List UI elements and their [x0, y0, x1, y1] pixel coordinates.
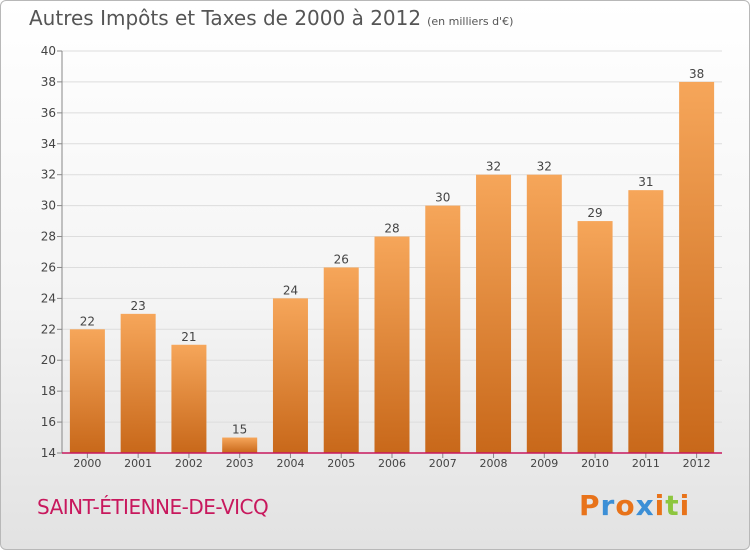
bar	[628, 190, 664, 453]
y-tick-label: 36	[41, 106, 56, 120]
bar	[272, 298, 308, 453]
y-tick-label: 24	[41, 291, 56, 305]
chart-title: Autres Impôts et Taxes de 2000 à 2012 (en…	[29, 6, 514, 30]
data-label: 22	[80, 314, 95, 328]
y-tick-label: 16	[41, 415, 56, 429]
data-label: 31	[638, 175, 653, 189]
data-label: 24	[283, 283, 298, 297]
x-tick-label: 2001	[124, 457, 152, 470]
commune-name: SAINT-ÉTIENNE-DE-VICQ	[37, 495, 269, 519]
bar	[171, 344, 207, 453]
x-tick-label: 2006	[378, 457, 406, 470]
y-tick-label: 32	[41, 168, 56, 182]
y-tick-label: 34	[41, 137, 56, 151]
x-tick-label: 2009	[530, 457, 558, 470]
logo-letter: r	[600, 489, 616, 522]
bar	[425, 205, 461, 453]
x-tick-label: 2011	[632, 457, 660, 470]
y-tick-label: 20	[41, 353, 56, 367]
y-tick-label: 26	[41, 260, 56, 274]
x-tick-label: 2000	[73, 457, 101, 470]
data-label: 23	[131, 299, 146, 313]
bar	[374, 236, 410, 453]
bar	[526, 174, 562, 453]
axes	[57, 50, 722, 458]
x-tick-label: 2005	[327, 457, 355, 470]
bar	[679, 81, 715, 453]
x-tick-label: 2010	[581, 457, 609, 470]
bars	[69, 81, 715, 453]
bar	[577, 221, 613, 453]
data-label: 32	[486, 160, 501, 174]
data-label: 26	[334, 252, 349, 266]
logo-letter: i	[679, 489, 691, 522]
bar	[323, 267, 359, 453]
data-label: 21	[181, 330, 196, 344]
y-tick-label: 38	[41, 75, 56, 89]
data-label: 15	[232, 423, 247, 437]
data-label: 32	[537, 160, 552, 174]
x-tick-label: 2003	[226, 457, 254, 470]
bar	[120, 313, 156, 453]
logo-letter: P	[579, 489, 601, 522]
x-tick-label: 2012	[683, 457, 711, 470]
bar	[69, 329, 105, 453]
data-label: 28	[384, 222, 399, 236]
x-tick-label: 2002	[175, 457, 203, 470]
logo-letter: x	[635, 489, 655, 522]
y-tick-label: 18	[41, 384, 56, 398]
chart-subtitle: (en milliers d'€)	[427, 15, 514, 28]
logo-letter: t	[665, 489, 680, 522]
x-tick-label: 2004	[276, 457, 304, 470]
data-label: 38	[689, 67, 704, 81]
labels: 14 16 18 20 22 24 26 28 30 32 34 36 38 40 22 2000 23 2001…	[41, 44, 711, 470]
data-label: 29	[587, 206, 602, 220]
x-tick-label: 2008	[480, 457, 508, 470]
y-tick-label: 40	[41, 44, 56, 58]
bar	[476, 174, 512, 453]
y-tick-label: 14	[41, 446, 56, 460]
y-tick-label: 22	[41, 322, 56, 336]
x-tick-label: 2007	[429, 457, 457, 470]
bar	[222, 437, 258, 453]
data-label: 30	[435, 191, 450, 205]
proxiti-logo: Proxiti	[579, 489, 690, 522]
logo-letter: o	[615, 489, 636, 522]
logo-letter: i	[654, 489, 666, 522]
y-tick-label: 28	[41, 230, 56, 244]
y-tick-label: 30	[41, 199, 56, 213]
